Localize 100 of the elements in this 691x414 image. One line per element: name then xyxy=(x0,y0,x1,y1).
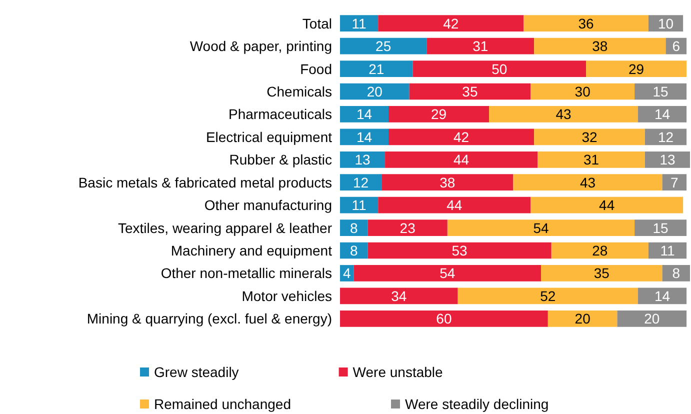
bar xyxy=(548,310,618,327)
data-label: 53 xyxy=(452,242,468,258)
bar xyxy=(534,128,645,146)
bar xyxy=(340,220,368,236)
bar xyxy=(340,83,410,100)
y-tick-label: Other manufacturing xyxy=(204,197,332,214)
bar xyxy=(340,15,378,32)
data-label: 31 xyxy=(472,38,488,54)
data-label: 44 xyxy=(446,197,462,214)
bar xyxy=(388,106,490,122)
data-label: 42 xyxy=(454,128,470,145)
data-label: 15 xyxy=(652,84,669,100)
data-label: 44 xyxy=(454,152,470,168)
data-label: 34 xyxy=(391,288,407,304)
bar xyxy=(385,151,538,168)
bar xyxy=(662,265,690,282)
bar xyxy=(458,288,638,304)
y-tick-label: Machinery and equipment xyxy=(170,242,332,258)
legend-label: Were steadily declining xyxy=(404,396,549,412)
bar xyxy=(340,38,427,54)
bar xyxy=(489,106,638,122)
bar xyxy=(368,242,552,259)
bar xyxy=(378,15,524,32)
y-tick-label: Wood & paper, printing xyxy=(190,38,332,54)
data-label: 10 xyxy=(658,15,674,32)
bar xyxy=(340,288,458,304)
bar xyxy=(388,128,534,146)
y-tick-label: Textiles, wearing apparel & leather xyxy=(118,220,332,236)
data-label: 8 xyxy=(350,242,358,258)
bar xyxy=(513,174,662,191)
bar xyxy=(340,174,382,191)
data-label: 11 xyxy=(660,242,675,258)
data-label: 23 xyxy=(400,220,416,236)
y-tick-label: Pharmaceuticals xyxy=(228,106,332,122)
data-label: 36 xyxy=(578,15,594,32)
bar xyxy=(382,174,514,191)
y-tick-label: Rubber & plastic xyxy=(229,152,332,168)
data-label: 35 xyxy=(594,265,610,282)
bar xyxy=(530,83,635,100)
data-label: 52 xyxy=(540,288,556,304)
legend-label: Were unstable xyxy=(352,364,444,380)
data-label: 54 xyxy=(440,265,456,282)
bar xyxy=(644,151,690,168)
data-label: 42 xyxy=(443,15,459,32)
bar xyxy=(340,106,389,122)
bar xyxy=(534,38,666,54)
y-tick-label: Other non-metallic minerals xyxy=(160,265,332,282)
data-label: 44 xyxy=(599,197,615,214)
bar xyxy=(412,60,586,77)
bar xyxy=(634,220,687,236)
bar xyxy=(340,60,413,77)
data-label: 14 xyxy=(356,128,372,145)
bar xyxy=(524,15,648,32)
bar xyxy=(340,151,386,168)
bar xyxy=(634,83,687,100)
bar xyxy=(447,220,635,236)
data-label: 43 xyxy=(556,106,572,122)
data-label: 20 xyxy=(644,310,660,327)
bar xyxy=(530,196,684,214)
data-label: 28 xyxy=(592,242,608,258)
y-tick-label: Food xyxy=(300,60,332,77)
data-label: 13 xyxy=(660,152,676,168)
data-label: 4 xyxy=(343,265,352,282)
data-label: 32 xyxy=(582,128,598,145)
legend-label: Remained unchanged xyxy=(154,396,291,412)
bar xyxy=(538,151,645,168)
bar xyxy=(409,83,531,100)
y-tick-label: Mining & quarrying (excl. fuel & energy) xyxy=(86,310,332,327)
data-label: 14 xyxy=(654,106,670,122)
data-label: 29 xyxy=(628,60,644,77)
data-label: 12 xyxy=(353,174,369,190)
bar xyxy=(340,310,548,327)
data-label: 60 xyxy=(436,310,452,327)
bar xyxy=(368,220,448,236)
y-tick-label: Total xyxy=(302,15,332,32)
data-label: 30 xyxy=(574,84,591,100)
data-label: 43 xyxy=(580,174,596,190)
data-label: 29 xyxy=(430,106,447,122)
legend-label: Grew steadily xyxy=(154,364,239,380)
data-label: 31 xyxy=(583,152,600,168)
data-label: 25 xyxy=(376,38,392,54)
data-label: 20 xyxy=(574,310,591,327)
data-label: 54 xyxy=(533,220,549,236)
bar xyxy=(638,106,687,122)
y-tick-label: Basic metals & fabricated metal products xyxy=(78,174,332,190)
bar xyxy=(378,196,531,214)
bar xyxy=(638,288,687,304)
bar xyxy=(354,265,541,282)
data-label: 12 xyxy=(658,128,674,145)
data-label: 35 xyxy=(462,84,478,100)
y-tick-label: Electrical equipment xyxy=(206,128,332,145)
y-tick-label: Motor vehicles xyxy=(242,288,332,304)
data-label: 7 xyxy=(670,174,679,190)
bar xyxy=(551,242,648,259)
bar xyxy=(617,310,687,327)
bar xyxy=(426,38,534,54)
data-label: 14 xyxy=(356,106,372,122)
bar xyxy=(540,265,662,282)
data-label: 11 xyxy=(352,197,367,214)
bar xyxy=(340,128,389,146)
